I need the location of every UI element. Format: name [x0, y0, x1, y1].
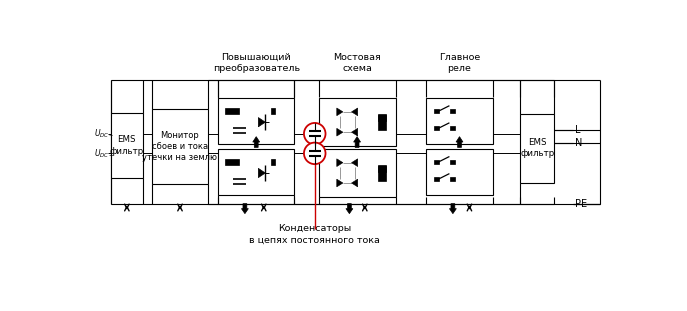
Bar	[111, 113, 143, 178]
Polygon shape	[253, 137, 260, 147]
Bar	[271, 159, 275, 165]
Polygon shape	[337, 128, 343, 136]
Bar	[427, 149, 493, 195]
Bar	[434, 109, 438, 114]
Bar	[319, 149, 396, 197]
Polygon shape	[352, 108, 358, 116]
Bar	[225, 108, 239, 114]
Polygon shape	[337, 159, 343, 166]
Bar	[271, 108, 275, 114]
Bar	[434, 177, 438, 181]
Bar	[378, 115, 385, 121]
Polygon shape	[337, 179, 343, 187]
Text: $U_{DC+}$: $U_{DC+}$	[93, 128, 114, 140]
Text: Монитор
сбоев и тока
утечки на землю: Монитор сбоев и тока утечки на землю	[142, 131, 218, 162]
Circle shape	[304, 142, 326, 164]
Polygon shape	[352, 128, 358, 136]
Text: Главное
реле: Главное реле	[439, 53, 480, 73]
Text: EMS
фильтр: EMS фильтр	[520, 138, 554, 158]
Polygon shape	[352, 179, 358, 187]
Polygon shape	[354, 137, 361, 147]
Bar	[153, 109, 207, 184]
Text: PE: PE	[575, 199, 587, 209]
Text: Конденсаторы
в цепях постоянного тока: Конденсаторы в цепях постоянного тока	[249, 225, 380, 244]
Bar	[520, 114, 554, 183]
Text: L: L	[575, 125, 581, 135]
Bar	[218, 98, 294, 144]
Bar	[450, 109, 455, 114]
Text: Мостовая
схема: Мостовая схема	[333, 53, 381, 73]
Bar	[378, 166, 385, 172]
Bar	[450, 126, 455, 131]
Text: Повышающий
преобразователь: Повышающий преобразователь	[213, 53, 300, 73]
Polygon shape	[449, 204, 456, 214]
Text: N: N	[575, 138, 583, 148]
Polygon shape	[337, 108, 343, 116]
Polygon shape	[352, 159, 358, 166]
Polygon shape	[258, 168, 265, 178]
Bar	[427, 98, 493, 144]
Bar	[450, 160, 455, 164]
Bar	[218, 149, 294, 195]
Bar	[450, 177, 455, 181]
Bar	[434, 126, 438, 131]
Polygon shape	[346, 204, 353, 214]
Polygon shape	[241, 204, 249, 214]
Bar	[319, 98, 396, 146]
Text: $U_{DC-}$: $U_{DC-}$	[93, 147, 114, 160]
Polygon shape	[258, 118, 265, 127]
Bar	[434, 160, 438, 164]
Bar	[225, 159, 239, 165]
Circle shape	[304, 123, 326, 145]
Polygon shape	[456, 137, 463, 147]
Text: EMS
фильтр: EMS фильтр	[110, 136, 144, 156]
Bar	[378, 165, 385, 181]
Bar	[378, 114, 385, 130]
